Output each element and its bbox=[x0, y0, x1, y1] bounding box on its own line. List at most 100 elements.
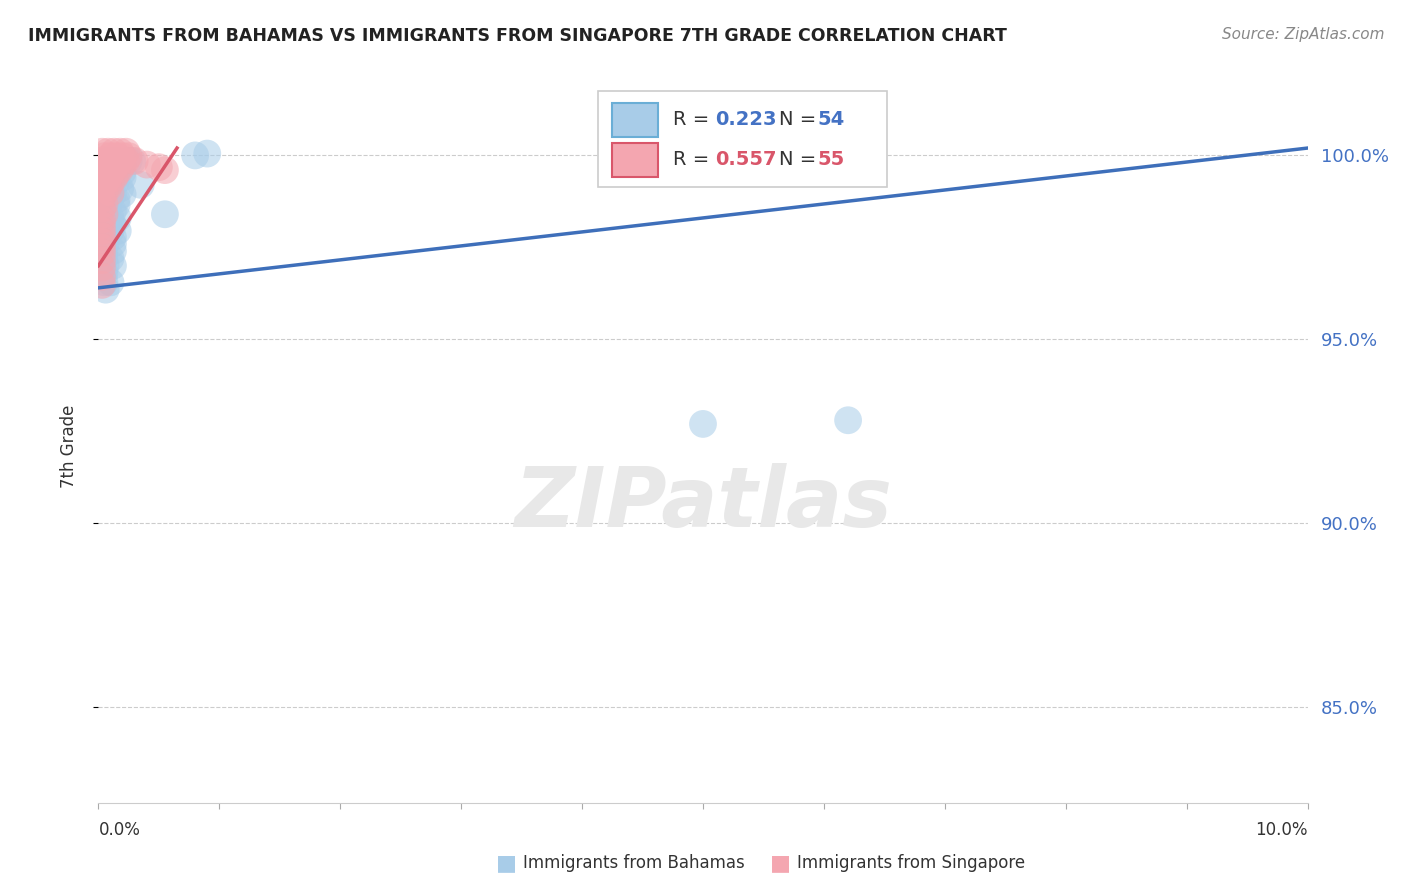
Point bbox=[101, 218, 124, 232]
Text: N =: N = bbox=[779, 151, 823, 169]
Point bbox=[101, 187, 124, 202]
Point bbox=[91, 229, 114, 244]
Point bbox=[105, 149, 128, 163]
Point bbox=[105, 158, 128, 172]
Point bbox=[108, 153, 131, 168]
Point bbox=[135, 158, 157, 172]
Point bbox=[101, 244, 124, 258]
Text: 0.0%: 0.0% bbox=[98, 822, 141, 839]
Point bbox=[100, 158, 122, 172]
Point bbox=[97, 171, 120, 186]
Point bbox=[100, 275, 122, 289]
Point bbox=[107, 224, 129, 238]
Point bbox=[153, 207, 176, 221]
Point bbox=[124, 153, 146, 168]
Point bbox=[153, 163, 176, 178]
Point bbox=[115, 153, 138, 168]
Text: R =: R = bbox=[673, 111, 716, 129]
Text: IMMIGRANTS FROM BAHAMAS VS IMMIGRANTS FROM SINGAPORE 7TH GRADE CORRELATION CHART: IMMIGRANTS FROM BAHAMAS VS IMMIGRANTS FR… bbox=[28, 27, 1007, 45]
Point bbox=[93, 187, 115, 202]
Point bbox=[93, 224, 115, 238]
Point bbox=[105, 153, 128, 168]
Point bbox=[96, 176, 118, 190]
Point bbox=[837, 413, 859, 427]
Point bbox=[91, 269, 114, 284]
Point bbox=[100, 181, 122, 195]
Point bbox=[108, 145, 131, 159]
Point bbox=[93, 244, 115, 258]
Point bbox=[97, 181, 120, 195]
Point bbox=[101, 204, 124, 219]
Point bbox=[105, 167, 128, 181]
Point bbox=[100, 186, 122, 200]
Point bbox=[93, 207, 115, 221]
Point bbox=[93, 186, 115, 200]
Text: Source: ZipAtlas.com: Source: ZipAtlas.com bbox=[1222, 27, 1385, 42]
Point bbox=[91, 145, 114, 159]
Point bbox=[103, 145, 125, 159]
Point bbox=[115, 145, 138, 159]
Point bbox=[108, 162, 131, 177]
FancyBboxPatch shape bbox=[613, 103, 658, 137]
Point bbox=[195, 146, 218, 161]
Text: 55: 55 bbox=[818, 151, 845, 169]
Point bbox=[108, 181, 131, 195]
Point bbox=[100, 252, 122, 266]
Point bbox=[93, 230, 115, 244]
Text: 54: 54 bbox=[818, 111, 845, 129]
Point bbox=[93, 149, 115, 163]
Point bbox=[121, 153, 143, 168]
Point bbox=[93, 160, 115, 174]
Point bbox=[111, 165, 134, 179]
Point bbox=[111, 158, 134, 172]
Point bbox=[91, 240, 114, 254]
Point bbox=[91, 181, 114, 195]
Point bbox=[103, 171, 125, 186]
Point bbox=[93, 211, 115, 225]
Text: R =: R = bbox=[673, 151, 716, 169]
Point bbox=[108, 160, 131, 174]
Point bbox=[91, 202, 114, 216]
Point bbox=[97, 153, 120, 168]
Text: ZIPatlas: ZIPatlas bbox=[515, 463, 891, 543]
Point bbox=[93, 167, 115, 181]
Text: Immigrants from Bahamas: Immigrants from Bahamas bbox=[523, 855, 745, 872]
Point bbox=[101, 236, 124, 251]
Point bbox=[91, 253, 114, 268]
Point bbox=[97, 198, 120, 212]
Text: 10.0%: 10.0% bbox=[1256, 822, 1308, 839]
Point bbox=[105, 165, 128, 179]
Point bbox=[97, 162, 120, 177]
Point bbox=[93, 170, 115, 185]
Point bbox=[94, 218, 117, 232]
FancyBboxPatch shape bbox=[613, 143, 658, 177]
Point bbox=[93, 275, 115, 289]
Point bbox=[100, 167, 122, 181]
Text: N =: N = bbox=[779, 111, 823, 129]
Point bbox=[91, 192, 114, 206]
Point bbox=[101, 230, 124, 244]
Point bbox=[93, 197, 115, 211]
Point bbox=[103, 153, 125, 168]
FancyBboxPatch shape bbox=[598, 91, 887, 187]
Point bbox=[118, 149, 141, 163]
Point bbox=[91, 219, 114, 233]
Point bbox=[91, 246, 114, 260]
Point bbox=[93, 158, 115, 172]
Point bbox=[91, 162, 114, 177]
Point bbox=[104, 176, 127, 190]
Point bbox=[91, 212, 114, 227]
Y-axis label: 7th Grade: 7th Grade bbox=[59, 404, 77, 488]
Point bbox=[111, 187, 134, 202]
Point bbox=[97, 145, 120, 159]
Point bbox=[129, 178, 152, 192]
Point bbox=[692, 417, 714, 431]
Point bbox=[111, 170, 134, 185]
Point bbox=[91, 235, 114, 249]
Text: ■: ■ bbox=[496, 854, 516, 873]
Point bbox=[103, 162, 125, 177]
Point bbox=[101, 170, 124, 185]
Point bbox=[91, 171, 114, 186]
Point bbox=[111, 149, 134, 163]
Point bbox=[107, 211, 129, 225]
